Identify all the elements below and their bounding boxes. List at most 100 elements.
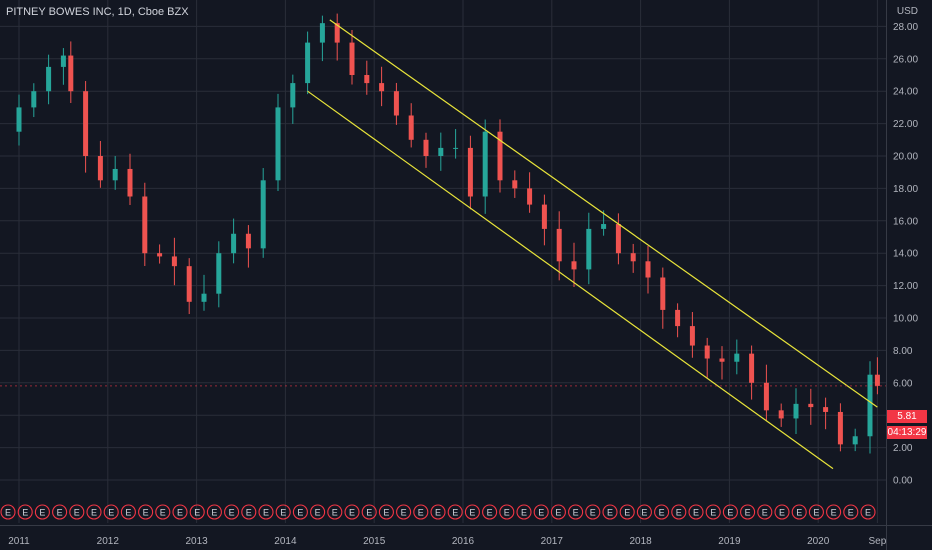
candle-body xyxy=(808,403,814,408)
candle-body xyxy=(512,180,518,189)
earnings-marker xyxy=(654,504,670,520)
earnings-marker-label: E xyxy=(555,508,561,518)
y-tick-label: 24.00 xyxy=(893,87,918,98)
candle-body xyxy=(46,66,52,92)
earnings-marker-label: E xyxy=(57,508,63,518)
earnings-marker xyxy=(740,504,756,520)
candle-body xyxy=(482,131,488,197)
channel-line-lower xyxy=(307,90,834,470)
candle-body xyxy=(571,261,577,270)
earnings-marker-label: E xyxy=(676,508,682,518)
earnings-marker xyxy=(206,504,222,520)
y-tick-label: 0.00 xyxy=(893,476,913,487)
earnings-marker xyxy=(688,504,704,520)
earnings-marker-label: E xyxy=(194,508,200,518)
earnings-marker-label: E xyxy=(538,508,544,518)
earnings-marker-label: E xyxy=(418,508,424,518)
earnings-marker xyxy=(103,504,119,520)
y-tick-label: 8.00 xyxy=(893,346,913,357)
earnings-marker-label: E xyxy=(469,508,475,518)
y-tick-label: 2.00 xyxy=(893,443,913,454)
earnings-marker-label: E xyxy=(521,508,527,518)
channel-line-upper xyxy=(329,19,878,408)
earnings-marker-label: E xyxy=(125,508,131,518)
candle-body xyxy=(438,147,444,156)
candle-body xyxy=(689,326,695,346)
x-tick-label: 2015 xyxy=(363,536,386,547)
candle-body xyxy=(275,107,281,181)
earnings-marker-label: E xyxy=(762,508,768,518)
earnings-marker-label: E xyxy=(349,508,355,518)
x-tick-label: 2018 xyxy=(629,536,652,547)
candle-body xyxy=(556,228,562,262)
earnings-marker xyxy=(344,504,360,520)
earnings-marker xyxy=(464,504,480,520)
earnings-marker xyxy=(585,504,601,520)
earnings-marker xyxy=(499,504,515,520)
y-tick-label: 20.00 xyxy=(893,152,918,163)
earnings-marker-label: E xyxy=(796,508,802,518)
last-price-label: 5.81 xyxy=(887,410,927,423)
earnings-marker xyxy=(52,504,68,520)
earnings-marker-label: E xyxy=(487,508,493,518)
earnings-marker-label: E xyxy=(229,508,235,518)
candle-body xyxy=(68,55,74,92)
candle-body xyxy=(719,358,725,362)
y-tick-label: 16.00 xyxy=(893,216,918,227)
candle-body xyxy=(31,91,37,108)
x-tick-label: 2014 xyxy=(274,536,297,547)
x-tick-label: 2012 xyxy=(97,536,120,547)
earnings-marker xyxy=(808,504,824,520)
earnings-marker xyxy=(396,504,412,520)
candle-body xyxy=(83,91,89,156)
candle-body xyxy=(763,382,769,411)
candle-body xyxy=(467,147,473,197)
y-tick-label: 10.00 xyxy=(893,314,918,325)
candle-body xyxy=(157,253,163,257)
earnings-marker xyxy=(636,504,652,520)
earnings-marker-label: E xyxy=(435,508,441,518)
candle-body xyxy=(867,374,873,437)
earnings-marker xyxy=(361,504,377,520)
earnings-marker-label: E xyxy=(297,508,303,518)
earnings-marker-label: E xyxy=(693,508,699,518)
y-tick-label: 30.00 xyxy=(893,0,918,1)
earnings-marker-label: E xyxy=(263,508,269,518)
earnings-marker xyxy=(482,504,498,520)
earnings-marker xyxy=(120,504,136,520)
earnings-marker xyxy=(671,504,687,520)
candle-body xyxy=(127,168,133,197)
earnings-marker xyxy=(0,504,16,520)
earnings-marker xyxy=(791,504,807,520)
candle-body xyxy=(527,188,533,205)
earnings-marker xyxy=(310,504,326,520)
earnings-marker xyxy=(722,504,738,520)
candle-body xyxy=(660,277,666,310)
earnings-marker xyxy=(34,504,50,520)
earnings-marker xyxy=(327,504,343,520)
candle-body xyxy=(453,147,459,149)
candle-body xyxy=(408,115,414,140)
countdown-label: 04:13:29 xyxy=(887,426,927,439)
earnings-marker-label: E xyxy=(831,508,837,518)
y-tick-label: 22.00 xyxy=(893,119,918,130)
earnings-marker-label: E xyxy=(659,508,665,518)
earnings-marker xyxy=(189,504,205,520)
earnings-marker xyxy=(430,504,446,520)
earnings-marker-label: E xyxy=(848,508,854,518)
candle-body xyxy=(874,374,880,386)
earnings-marker-label: E xyxy=(366,508,372,518)
candle-body xyxy=(823,407,829,412)
earnings-marker-label: E xyxy=(590,508,596,518)
candle-body xyxy=(645,261,651,278)
earnings-marker-label: E xyxy=(177,508,183,518)
candle-body xyxy=(201,293,207,302)
x-tick-label: 2017 xyxy=(541,536,564,547)
earnings-marker-label: E xyxy=(332,508,338,518)
chart-title: PITNEY BOWES INC, 1D, Cboe BZX xyxy=(6,6,189,18)
candle-body xyxy=(171,256,177,267)
earnings-marker xyxy=(774,504,790,520)
earnings-marker-label: E xyxy=(779,508,785,518)
earnings-marker xyxy=(516,504,532,520)
